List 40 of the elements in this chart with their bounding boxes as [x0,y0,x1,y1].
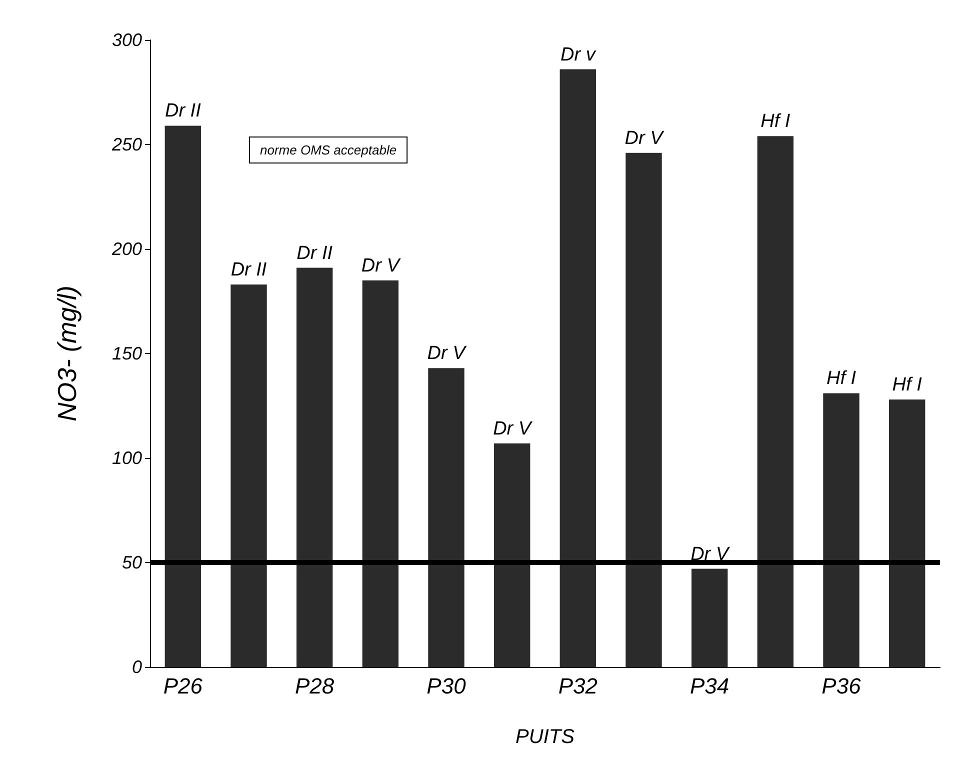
y-tick-label: 100 [112,448,142,468]
bar [757,136,794,667]
data-label: Dr II [164,100,202,122]
y-tick-label: 50 [122,552,142,572]
x-tick-label: P30 [426,674,467,698]
y-tick-label: 200 [110,239,142,259]
data-label: Dr v [560,44,597,66]
y-tick-label: 0 [132,657,142,677]
data-label: Hf I [760,111,791,132]
y-tick-label: 150 [112,344,142,364]
data-label: Dr V [427,343,468,364]
bar [428,368,464,667]
data-label: Dr II [296,242,334,264]
x-tick-label: P36 [822,674,862,698]
bar [296,268,333,667]
data-label: Dr V [624,128,666,149]
y-tick-label: 250 [110,134,142,154]
data-label: Hf I [826,368,857,390]
ref-line-label: norme OMS acceptable [260,142,397,158]
bar [560,69,596,667]
data-label: Dr II [230,260,268,281]
x-tick-label: P34 [690,674,730,698]
bar [888,399,926,667]
data-label: Dr V [361,255,402,276]
x-tick-label: P26 [163,674,204,698]
bar [823,393,860,667]
y-tick-label: 300 [112,30,142,50]
data-label: Dr V [493,418,534,440]
data-label: Dr V [690,544,731,565]
bar [230,284,267,667]
bar [626,152,662,667]
x-tick-label: P28 [295,674,335,698]
data-label: Hf I [892,374,923,396]
y-axis-title: NO3- (mg/l) [52,286,82,422]
bar [494,443,530,667]
x-tick-label: P32 [558,674,598,698]
bar [362,280,399,667]
bar [691,568,728,667]
bar [164,126,202,667]
x-axis-title: PUITS [516,726,576,748]
